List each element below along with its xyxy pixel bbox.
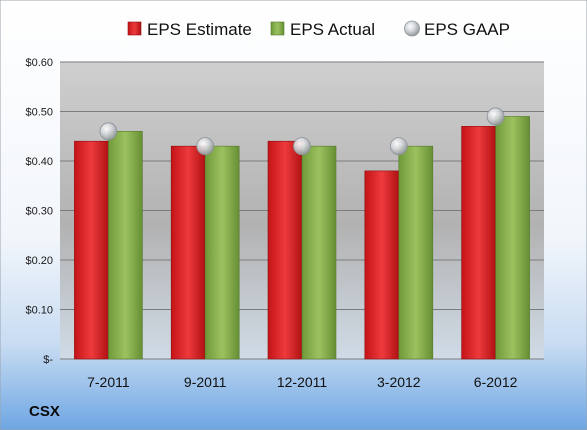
y-tick-label: $0.60 (25, 57, 53, 69)
marker-eps-gaap (99, 122, 118, 141)
bar-eps-estimate: EPS Estimate 3-2012: $0.38 (364, 170, 400, 360)
y-tick-label: $0.30 (25, 206, 53, 218)
bar-eps-estimate: EPS Estimate 7-2011: $0.44 (74, 140, 109, 360)
x-tick-label: 12-2011 (277, 374, 328, 390)
x-tick-label: 6-2012 (474, 374, 518, 390)
y-tick-label: $0.40 (25, 156, 53, 168)
x-tick-label: 7-2011 (87, 374, 130, 390)
legend-swatch-eps-estimate (127, 21, 142, 36)
marker-eps-gaap (293, 137, 311, 156)
legend-label: EPS GAAP (424, 20, 510, 39)
bar-eps-actual: EPS Actual 12-2011: $0.43 (301, 145, 337, 360)
bar-eps-estimate: EPS Estimate 9-2011: $0.43 (170, 145, 206, 360)
bar-eps-actual: EPS Actual 7-2011: $0.46 (108, 131, 143, 360)
legend-swatch-eps-gaap (404, 20, 420, 37)
bar-eps-actual: EPS Actual 3-2012: $0.43 (398, 145, 434, 360)
marker-eps-gaap (389, 137, 408, 156)
bar-eps-estimate: EPS Estimate 6-2012: $0.47 (461, 126, 496, 360)
legend-swatch-eps-actual (270, 21, 285, 36)
bars: EPS Estimate 7-2011: $0.44 EPS Estimate 9… (74, 116, 530, 360)
y-tick-label: $0.20 (25, 255, 53, 267)
y-tick-label: $0.50 (25, 107, 53, 119)
marker-eps-gaap (486, 107, 505, 126)
x-axis-ticks: 7-2011 9-2011 12-2011 3-2012 6-2012 (87, 374, 517, 390)
x-tick-label: 9-2011 (184, 374, 227, 390)
legend-label: EPS Actual (290, 20, 375, 39)
marker-eps-gaap (196, 137, 215, 156)
x-tick-label: 3-2012 (377, 374, 421, 390)
ticker-label: CSX (29, 403, 60, 420)
y-axis-ticks: $- $0.10 $0.20 $0.30 $0.40 $0.50 $0.60 (25, 57, 53, 366)
gaap-markers (99, 107, 505, 156)
legend: EPS Estimate EPS Actual EPS GAAP (127, 20, 510, 39)
y-tick-label: $0.10 (25, 305, 53, 317)
bar-eps-actual: EPS Actual 6-2012: $0.49 (495, 116, 530, 360)
bar-eps-estimate: EPS Estimate 12-2011: $0.44 (267, 140, 303, 360)
y-tick-label: $- (43, 354, 53, 366)
legend-label: EPS Estimate (147, 20, 252, 39)
bar-eps-actual: EPS Actual 9-2011: $0.43 (204, 145, 240, 360)
